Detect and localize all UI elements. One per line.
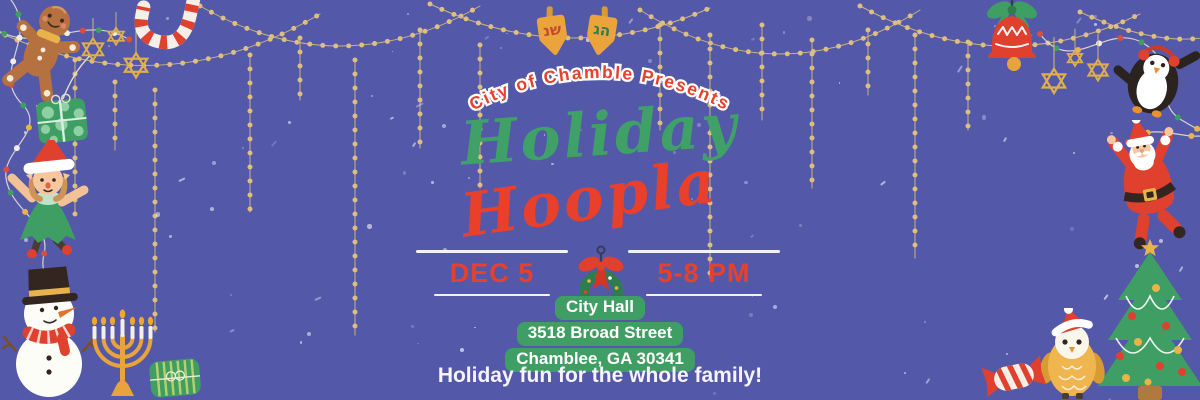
owl-icon: [1039, 308, 1105, 399]
candy-cane-icon: [134, 0, 203, 50]
star-of-david-icon: [81, 18, 105, 62]
bell-icon: [987, 0, 1037, 71]
venue-street: 3518 Broad Street: [516, 322, 684, 346]
venue-city: Chamblee, GA 30341: [505, 348, 695, 372]
event-time: 5-8 PM: [628, 250, 780, 296]
striped-gift-icon: [149, 358, 201, 398]
tagline: Holiday fun for the whole family!: [437, 364, 763, 387]
dreidel-icon: שנ: [536, 6, 567, 56]
dreidel-letters: שנ: [542, 20, 563, 40]
venue-block: City Hall 3518 Broad Street Chamblee, GA…: [0, 296, 1200, 372]
event-time-text: 5-8 PM: [657, 257, 751, 288]
presenter-arc: City of Chamble Presents: [464, 60, 734, 117]
christmas-tree-icon: [1098, 239, 1200, 400]
star-of-david-icon: [106, 12, 126, 46]
divider-line: [416, 250, 568, 253]
star-of-david-icon: [1086, 34, 1110, 83]
candy-icon: [982, 356, 1046, 397]
event-date: DEC 5: [416, 250, 568, 296]
event-date-text: DEC 5: [449, 257, 535, 288]
divider-line: [646, 293, 762, 296]
venue-name: City Hall: [554, 296, 646, 320]
polka-dot-gift-icon: [36, 56, 91, 144]
star-of-david-icon: [1040, 37, 1068, 96]
dreidel-letters: הג: [592, 20, 612, 40]
snowman-icon: [2, 266, 97, 397]
menorah-icon: [91, 309, 154, 396]
star-of-david-icon: [1066, 28, 1084, 68]
gingerbread-man-icon: [2, 5, 81, 102]
penguin-icon: [1113, 45, 1200, 118]
divider-line: [434, 293, 550, 296]
divider-line: [628, 250, 780, 253]
santa-icon: [1106, 120, 1186, 250]
elf-icon: [7, 140, 89, 258]
dreidel-icon: הג: [587, 6, 618, 56]
star-of-david-icon: [122, 30, 150, 80]
